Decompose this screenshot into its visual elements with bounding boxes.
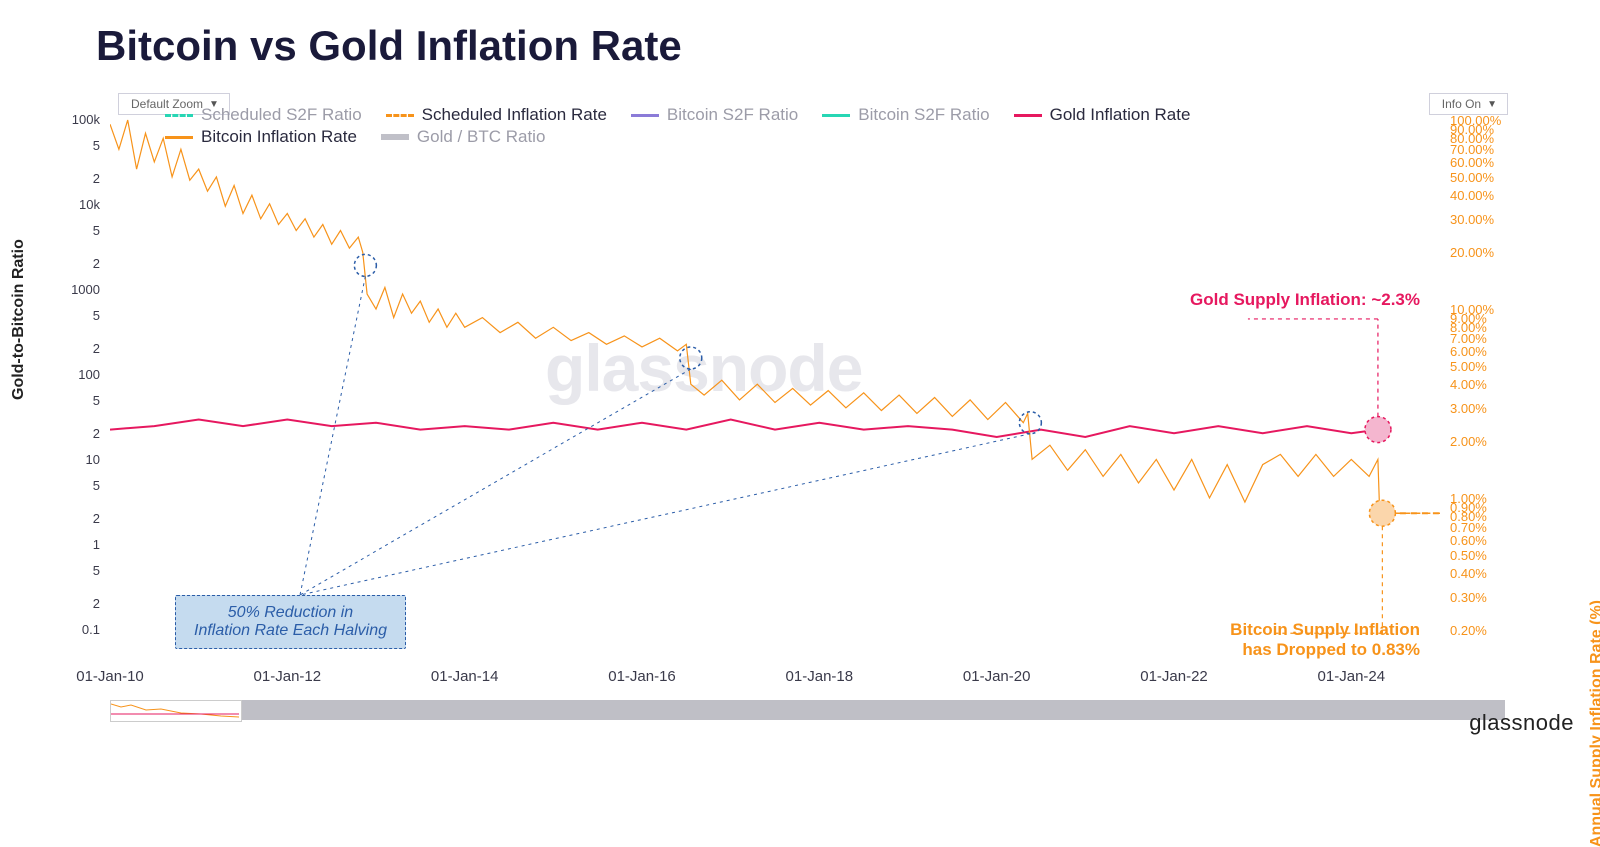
btc-callout: Bitcoin Supply Inflation has Dropped to … — [1140, 620, 1420, 660]
halving-text-1: 50% Reduction in — [194, 604, 387, 622]
halving-annotation: 50% Reduction in Inflation Rate Each Hal… — [175, 595, 406, 649]
chart-page: Bitcoin vs Gold Inflation Rate Default Z… — [0, 0, 1600, 750]
halving-text-2: Inflation Rate Each Halving — [194, 622, 387, 640]
range-scrubber[interactable] — [110, 700, 1505, 720]
btc-callout-2: has Dropped to 0.83% — [1140, 640, 1420, 660]
chart-plot-area[interactable] — [110, 100, 1440, 640]
brand-logo: glassnode — [1469, 710, 1574, 736]
range-scrubber-window[interactable] — [110, 700, 242, 722]
btc-callout-1: Bitcoin Supply Inflation — [1140, 620, 1420, 640]
chart-svg — [110, 100, 1440, 640]
gold-callout: Gold Supply Inflation: ~2.3% — [1080, 290, 1420, 310]
